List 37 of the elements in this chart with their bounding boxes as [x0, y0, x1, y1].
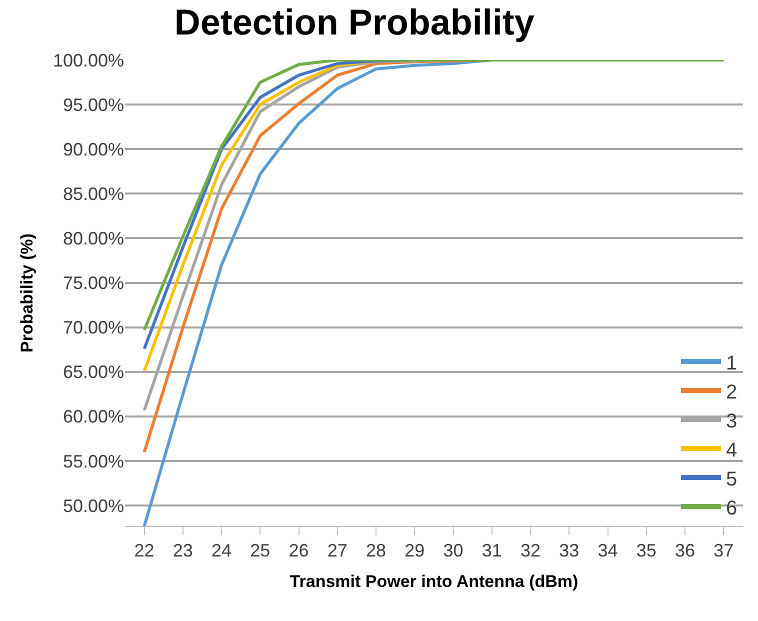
y-tick-label: 95.00% — [62, 94, 124, 115]
legend-label: 6 — [726, 497, 738, 520]
y-tick-label: 85.00% — [62, 184, 124, 204]
line-series — [142, 60, 726, 332]
legend-label: 4 — [726, 439, 738, 462]
y-tick-label: 100.00% — [52, 50, 124, 70]
x-tick-label: 31 — [482, 540, 502, 561]
x-tick-label: 23 — [172, 540, 193, 561]
legend-label: 1 — [726, 352, 738, 374]
x-tick-label: 22 — [134, 540, 154, 561]
x-tick-label: 28 — [366, 540, 386, 561]
y-tick-label: 70.00% — [62, 318, 124, 338]
x-axis-title: Transmit Power into Antenna (dBm) — [290, 572, 578, 591]
x-tick-label: 35 — [636, 540, 656, 561]
x-tick-label: 24 — [212, 540, 232, 561]
x-tick-label: 26 — [288, 540, 309, 561]
x-tick-label: 33 — [559, 540, 580, 561]
y-tick-label: 65.00% — [62, 362, 124, 382]
legend-label: 5 — [726, 468, 738, 490]
x-tick-label: 27 — [327, 540, 348, 561]
x-tick-label: 34 — [598, 540, 618, 561]
y-tick-label: 55.00% — [62, 451, 124, 472]
x-tick-label: 30 — [443, 540, 464, 561]
y-tick-label: 80.00% — [62, 228, 124, 248]
legend-label: 2 — [726, 381, 738, 404]
x-tick-label: 37 — [714, 540, 734, 561]
y-axis-title: Probability (%) — [17, 233, 36, 353]
legend-label: 3 — [726, 410, 738, 432]
y-tick-label: 90.00% — [62, 139, 124, 160]
x-tick-label: 36 — [675, 540, 696, 561]
x-tick-label: 25 — [250, 540, 270, 561]
x-tick-label: 32 — [520, 540, 541, 561]
x-tick-label: 29 — [404, 540, 425, 561]
chart-title: Detection Probability — [174, 2, 534, 43]
y-tick-label: 50.00% — [62, 496, 124, 516]
y-tick-label: 75.00% — [62, 273, 124, 294]
y-tick-label: 60.00% — [62, 406, 124, 427]
